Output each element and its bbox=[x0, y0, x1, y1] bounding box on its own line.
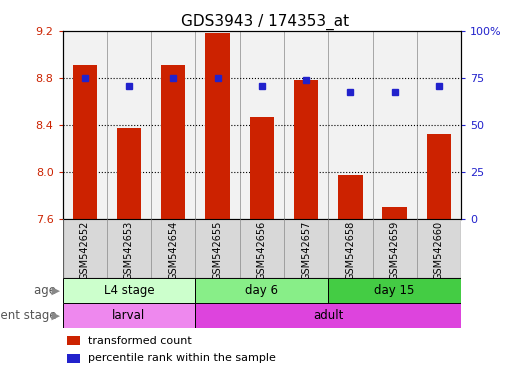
Text: adult: adult bbox=[313, 310, 343, 322]
Text: GSM542653: GSM542653 bbox=[124, 221, 134, 280]
Bar bbox=[196, 303, 461, 328]
Text: transformed count: transformed count bbox=[89, 336, 192, 346]
Bar bbox=[294, 80, 319, 219]
Bar bbox=[328, 278, 461, 303]
Text: development stage: development stage bbox=[0, 310, 60, 322]
Text: age: age bbox=[34, 285, 60, 297]
Text: GDS3943 / 174353_at: GDS3943 / 174353_at bbox=[181, 13, 349, 30]
Text: day 6: day 6 bbox=[245, 285, 278, 297]
Bar bbox=[338, 175, 363, 219]
Bar bbox=[63, 219, 461, 278]
Text: larval: larval bbox=[112, 310, 146, 322]
Bar bbox=[427, 134, 451, 219]
Text: ▶: ▶ bbox=[34, 286, 60, 296]
Text: day 15: day 15 bbox=[375, 285, 415, 297]
Bar bbox=[383, 207, 407, 219]
Text: L4 stage: L4 stage bbox=[104, 285, 154, 297]
Text: GSM542655: GSM542655 bbox=[213, 221, 223, 280]
Text: GSM542658: GSM542658 bbox=[346, 221, 356, 280]
Bar bbox=[250, 117, 274, 219]
Text: GSM542657: GSM542657 bbox=[301, 221, 311, 280]
Bar bbox=[73, 65, 97, 219]
Text: GSM542656: GSM542656 bbox=[257, 221, 267, 280]
Bar bbox=[67, 336, 81, 345]
Bar bbox=[196, 278, 328, 303]
Bar bbox=[117, 128, 141, 219]
Bar bbox=[63, 278, 196, 303]
Text: ▶: ▶ bbox=[0, 311, 60, 321]
Bar bbox=[205, 33, 229, 219]
Text: GSM542652: GSM542652 bbox=[80, 221, 90, 280]
Text: percentile rank within the sample: percentile rank within the sample bbox=[89, 353, 276, 363]
Text: GSM542659: GSM542659 bbox=[390, 221, 400, 280]
Bar bbox=[63, 303, 196, 328]
Bar bbox=[67, 354, 81, 362]
Bar bbox=[161, 65, 186, 219]
Text: GSM542654: GSM542654 bbox=[168, 221, 178, 280]
Text: GSM542660: GSM542660 bbox=[434, 221, 444, 280]
